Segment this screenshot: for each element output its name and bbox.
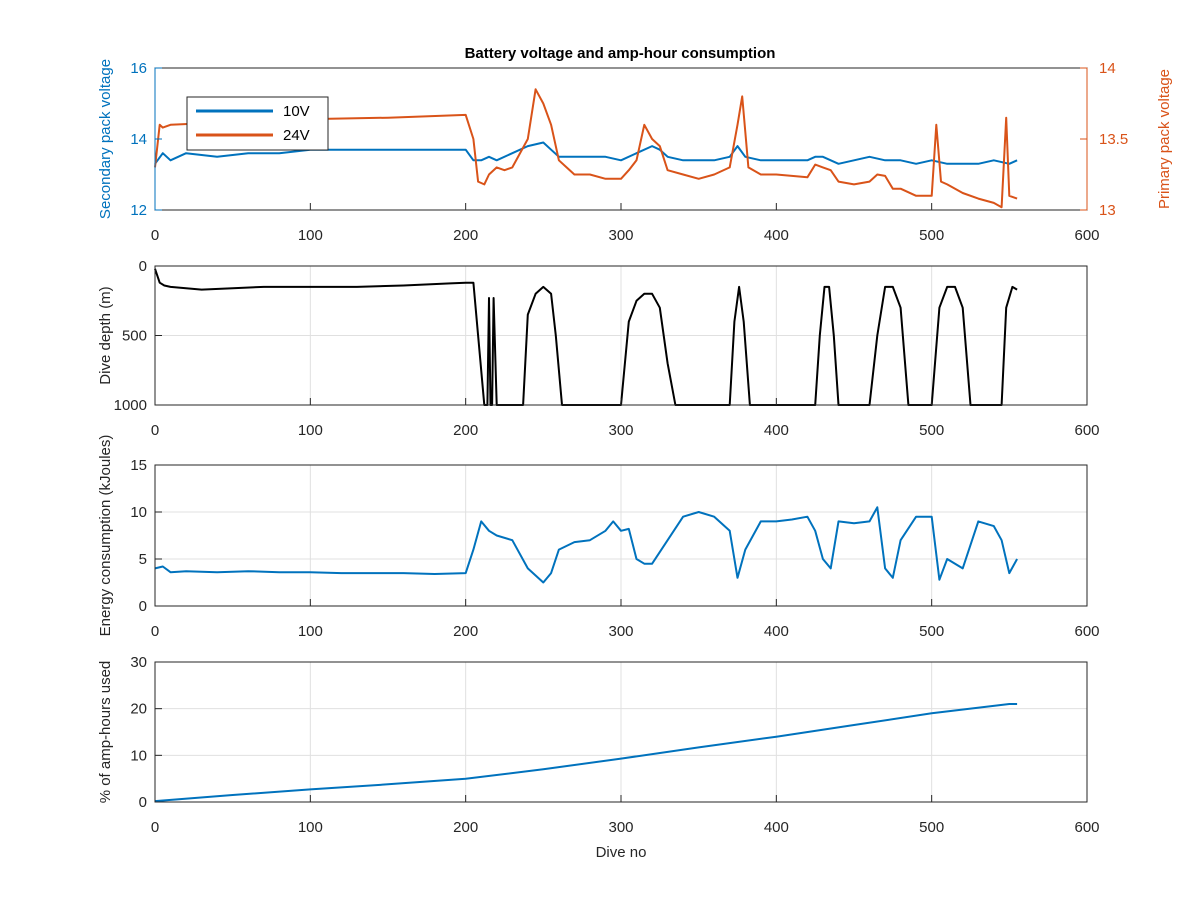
y-tick-label-right: 13 [1099, 202, 1116, 219]
x-tick-label: 0 [151, 422, 159, 439]
chart-panels: 0 100 200 300 400 500 6001214161313.514Seconda… [97, 59, 1173, 861]
y-axis-label: % of amp-hours used [97, 661, 114, 804]
x-tick-label: 300 [608, 819, 633, 836]
chart-panel-4: 0 100 200 300 400 500 600 0 10 20 30 % of amp-hours… [97, 654, 1100, 861]
chart-panel-3: 0 100 200 300 400 500 600 0 5 10 15 Energy consumpt… [97, 435, 1100, 640]
x-tick-label: 500 [919, 819, 944, 836]
y-axis-label: Energy consumption (kJoules) [97, 435, 114, 637]
x-tick-label: 600 [1074, 819, 1099, 836]
y-tick-label-left: 12 [130, 202, 147, 219]
x-tick-label: 0 [151, 623, 159, 640]
x-tick-label: 200 [453, 819, 478, 836]
x-tick-label: 400 [764, 819, 789, 836]
y-axis-label: Secondary pack voltage [97, 59, 114, 219]
y-tick-label-left: 16 [130, 60, 147, 77]
x-tick-label: 400 [764, 623, 789, 640]
y-axis-label: Dive depth (m) [97, 286, 114, 384]
x-tick-label: 500 [919, 422, 944, 439]
y-tick-label-left: 10 [130, 504, 147, 521]
x-tick-label: 100 [298, 819, 323, 836]
y-tick-label-left: 14 [130, 131, 147, 148]
x-tick-label: 200 [453, 422, 478, 439]
y-tick-label-left: 20 [130, 701, 147, 718]
x-tick-label: 400 [764, 422, 789, 439]
x-tick-label: 100 [298, 227, 323, 244]
y-tick-label-left: 1000 [114, 397, 147, 414]
x-tick-label: 300 [608, 623, 633, 640]
y-tick-label-left: 0 [139, 794, 147, 811]
legend-label: 10V [283, 103, 310, 120]
y-tick-label-left: 10 [130, 747, 147, 764]
legend-label: 24V [283, 127, 310, 144]
x-axis-label: Dive no [596, 844, 647, 861]
x-tick-label: 200 [453, 623, 478, 640]
y-tick-label-left: 500 [122, 328, 147, 345]
x-tick-label: 600 [1074, 623, 1099, 640]
x-tick-label: 100 [298, 623, 323, 640]
x-tick-label: 500 [919, 227, 944, 244]
y-tick-label-right: 13.5 [1099, 131, 1128, 148]
figure-title: Battery voltage and amp-hour consumption [465, 45, 776, 62]
x-tick-label: 300 [608, 422, 633, 439]
y-tick-label-left: 5 [139, 551, 147, 568]
x-tick-label: 0 [151, 819, 159, 836]
series-line-1 [154, 506, 1018, 584]
series-line-1 [154, 703, 1018, 803]
y-tick-label-left: 30 [130, 654, 147, 671]
x-tick-label: 100 [298, 422, 323, 439]
x-tick-label: 500 [919, 623, 944, 640]
legend-box [186, 96, 329, 151]
y-tick-label-left: 0 [139, 598, 147, 615]
x-tick-label: 600 [1074, 227, 1099, 244]
x-tick-label: 600 [1074, 422, 1099, 439]
y-tick-label-left: 15 [130, 457, 147, 474]
x-tick-label: 300 [608, 227, 633, 244]
series-line-24v [154, 88, 1018, 209]
series-line-10v [154, 141, 1018, 165]
y-tick-label-left: 0 [139, 258, 147, 275]
chart-panel-1: 0 100 200 300 400 500 600 12 14 16 13 13.5 14 Seconda… [97, 59, 1173, 244]
y-tick-label-right: 14 [1099, 60, 1116, 77]
x-tick-label: 200 [453, 227, 478, 244]
y-axis-label-right: Primary pack voltage [1156, 69, 1173, 209]
x-tick-label: 0 [151, 227, 159, 244]
x-tick-label: 400 [764, 227, 789, 244]
